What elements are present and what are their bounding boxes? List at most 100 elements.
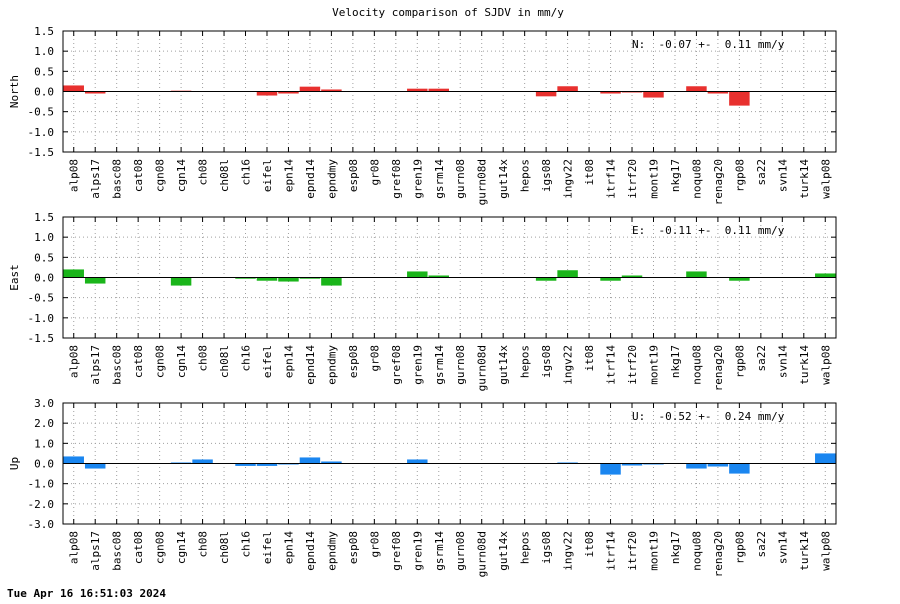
bar-ingv22 — [557, 270, 578, 278]
bar-noqu08 — [686, 271, 707, 278]
category-label: gurn08 — [454, 159, 467, 199]
y-axis-label: North — [8, 75, 21, 108]
category-label: cat08 — [132, 345, 145, 378]
bar-epn14 — [278, 463, 299, 465]
category-label: rgp08 — [733, 159, 746, 192]
bar-alp08 — [63, 85, 84, 92]
bar-walp08 — [815, 453, 836, 464]
category-label: igs08 — [540, 345, 553, 378]
category-label: epnd14 — [304, 345, 317, 385]
category-label: basc08 — [111, 345, 124, 385]
bar-alps17 — [84, 277, 106, 284]
bar-alp08 — [63, 456, 84, 464]
category-label: esp08 — [347, 345, 360, 378]
category-label: walp08 — [819, 159, 832, 199]
category-label: hepos — [519, 531, 532, 564]
bar-igs08 — [535, 91, 557, 97]
category-label: epn14 — [282, 345, 295, 378]
y-tick-label: 1.5 — [34, 25, 54, 38]
bar-gren19 — [407, 271, 428, 278]
bar-gren19 — [407, 88, 428, 92]
category-label: mont19 — [647, 345, 660, 385]
y-tick-label: 0.5 — [34, 65, 54, 78]
bar-eifel — [256, 277, 278, 281]
category-label: hepos — [519, 159, 532, 192]
y-tick-label: -0.5 — [28, 106, 55, 119]
category-label: itrf20 — [626, 531, 639, 571]
category-label: alp08 — [68, 159, 81, 192]
bar-epnd14 — [299, 277, 321, 279]
y-tick-label: -1.0 — [28, 126, 55, 139]
bar-itrf14 — [600, 91, 621, 94]
bar-itrf14 — [600, 277, 621, 281]
category-label: eifel — [261, 345, 274, 378]
y-tick-label: 0.5 — [34, 251, 54, 264]
bar-eifel — [256, 91, 278, 96]
category-label: sa22 — [755, 531, 768, 558]
category-label: walp08 — [819, 531, 832, 571]
y-axis-label: Up — [8, 457, 21, 470]
stats-annotation: E: -0.11 +- 0.11 mm/y — [632, 224, 785, 237]
category-label: gsrm14 — [433, 159, 446, 199]
category-label: gren19 — [411, 159, 424, 199]
chart-title: Velocity comparison of SJDV in mm/y — [332, 6, 564, 19]
bar-epndmy — [321, 277, 342, 286]
category-label: rgp08 — [733, 345, 746, 378]
category-label: itrf14 — [605, 531, 618, 571]
bar-gsrm14 — [428, 88, 449, 92]
bar-alps17 — [84, 91, 106, 94]
category-label: svn14 — [776, 345, 789, 378]
bar-gren19 — [407, 459, 428, 464]
category-label: eifel — [261, 531, 274, 564]
category-label: esp08 — [347, 531, 360, 564]
category-label: gr08 — [368, 531, 381, 558]
category-label: esp08 — [347, 159, 360, 192]
category-label: itrf20 — [626, 345, 639, 385]
category-label: cat08 — [132, 159, 145, 192]
category-label: eifel — [261, 159, 274, 192]
y-tick-label: 1.0 — [34, 45, 54, 58]
bar-ingv22 — [557, 462, 578, 464]
bar-mont19 — [643, 463, 664, 465]
bar-gsrm14 — [428, 275, 449, 278]
category-label: svn14 — [776, 159, 789, 192]
category-label: sa22 — [755, 345, 768, 372]
category-label: alps17 — [89, 345, 102, 385]
y-tick-label: 2.0 — [34, 417, 54, 430]
category-label: svn14 — [776, 531, 789, 564]
category-label: renag20 — [712, 531, 725, 577]
category-label: gren19 — [411, 345, 424, 385]
bar-igs08 — [535, 277, 557, 281]
bar-epndmy — [321, 461, 342, 464]
category-label: turk14 — [798, 345, 811, 385]
category-label: ch08 — [197, 531, 210, 558]
y-tick-label: -1.5 — [28, 146, 55, 159]
category-label: mont19 — [647, 159, 660, 199]
category-label: nkg17 — [669, 159, 682, 192]
y-tick-label: 0.0 — [34, 272, 54, 285]
category-label: gr08 — [368, 159, 381, 186]
category-label: alps17 — [89, 531, 102, 571]
bar-noqu08 — [686, 463, 707, 469]
category-label: turk14 — [798, 531, 811, 571]
bar-renag20 — [707, 463, 729, 467]
y-tick-label: -3.0 — [28, 518, 55, 531]
category-label: nkg17 — [669, 531, 682, 564]
category-label: gut14x — [497, 531, 510, 571]
plot-frame — [62, 216, 837, 339]
stats-annotation: N: -0.07 +- 0.11 mm/y — [632, 38, 785, 51]
category-label: epndmy — [325, 345, 338, 385]
bar-alp08 — [63, 269, 84, 278]
category-label: noqu08 — [690, 531, 703, 571]
category-label: renag20 — [712, 159, 725, 205]
bar-ch16 — [235, 463, 256, 466]
plot-frame — [62, 402, 837, 525]
bar-ingv22 — [557, 86, 578, 92]
category-label: gsrm14 — [433, 345, 446, 385]
category-label: renag20 — [712, 345, 725, 391]
category-label: itrf14 — [605, 345, 618, 385]
category-label: it08 — [583, 159, 596, 186]
bar-noqu08 — [686, 86, 707, 92]
category-label: cgn08 — [154, 159, 167, 192]
category-label: ch08l — [218, 345, 231, 378]
